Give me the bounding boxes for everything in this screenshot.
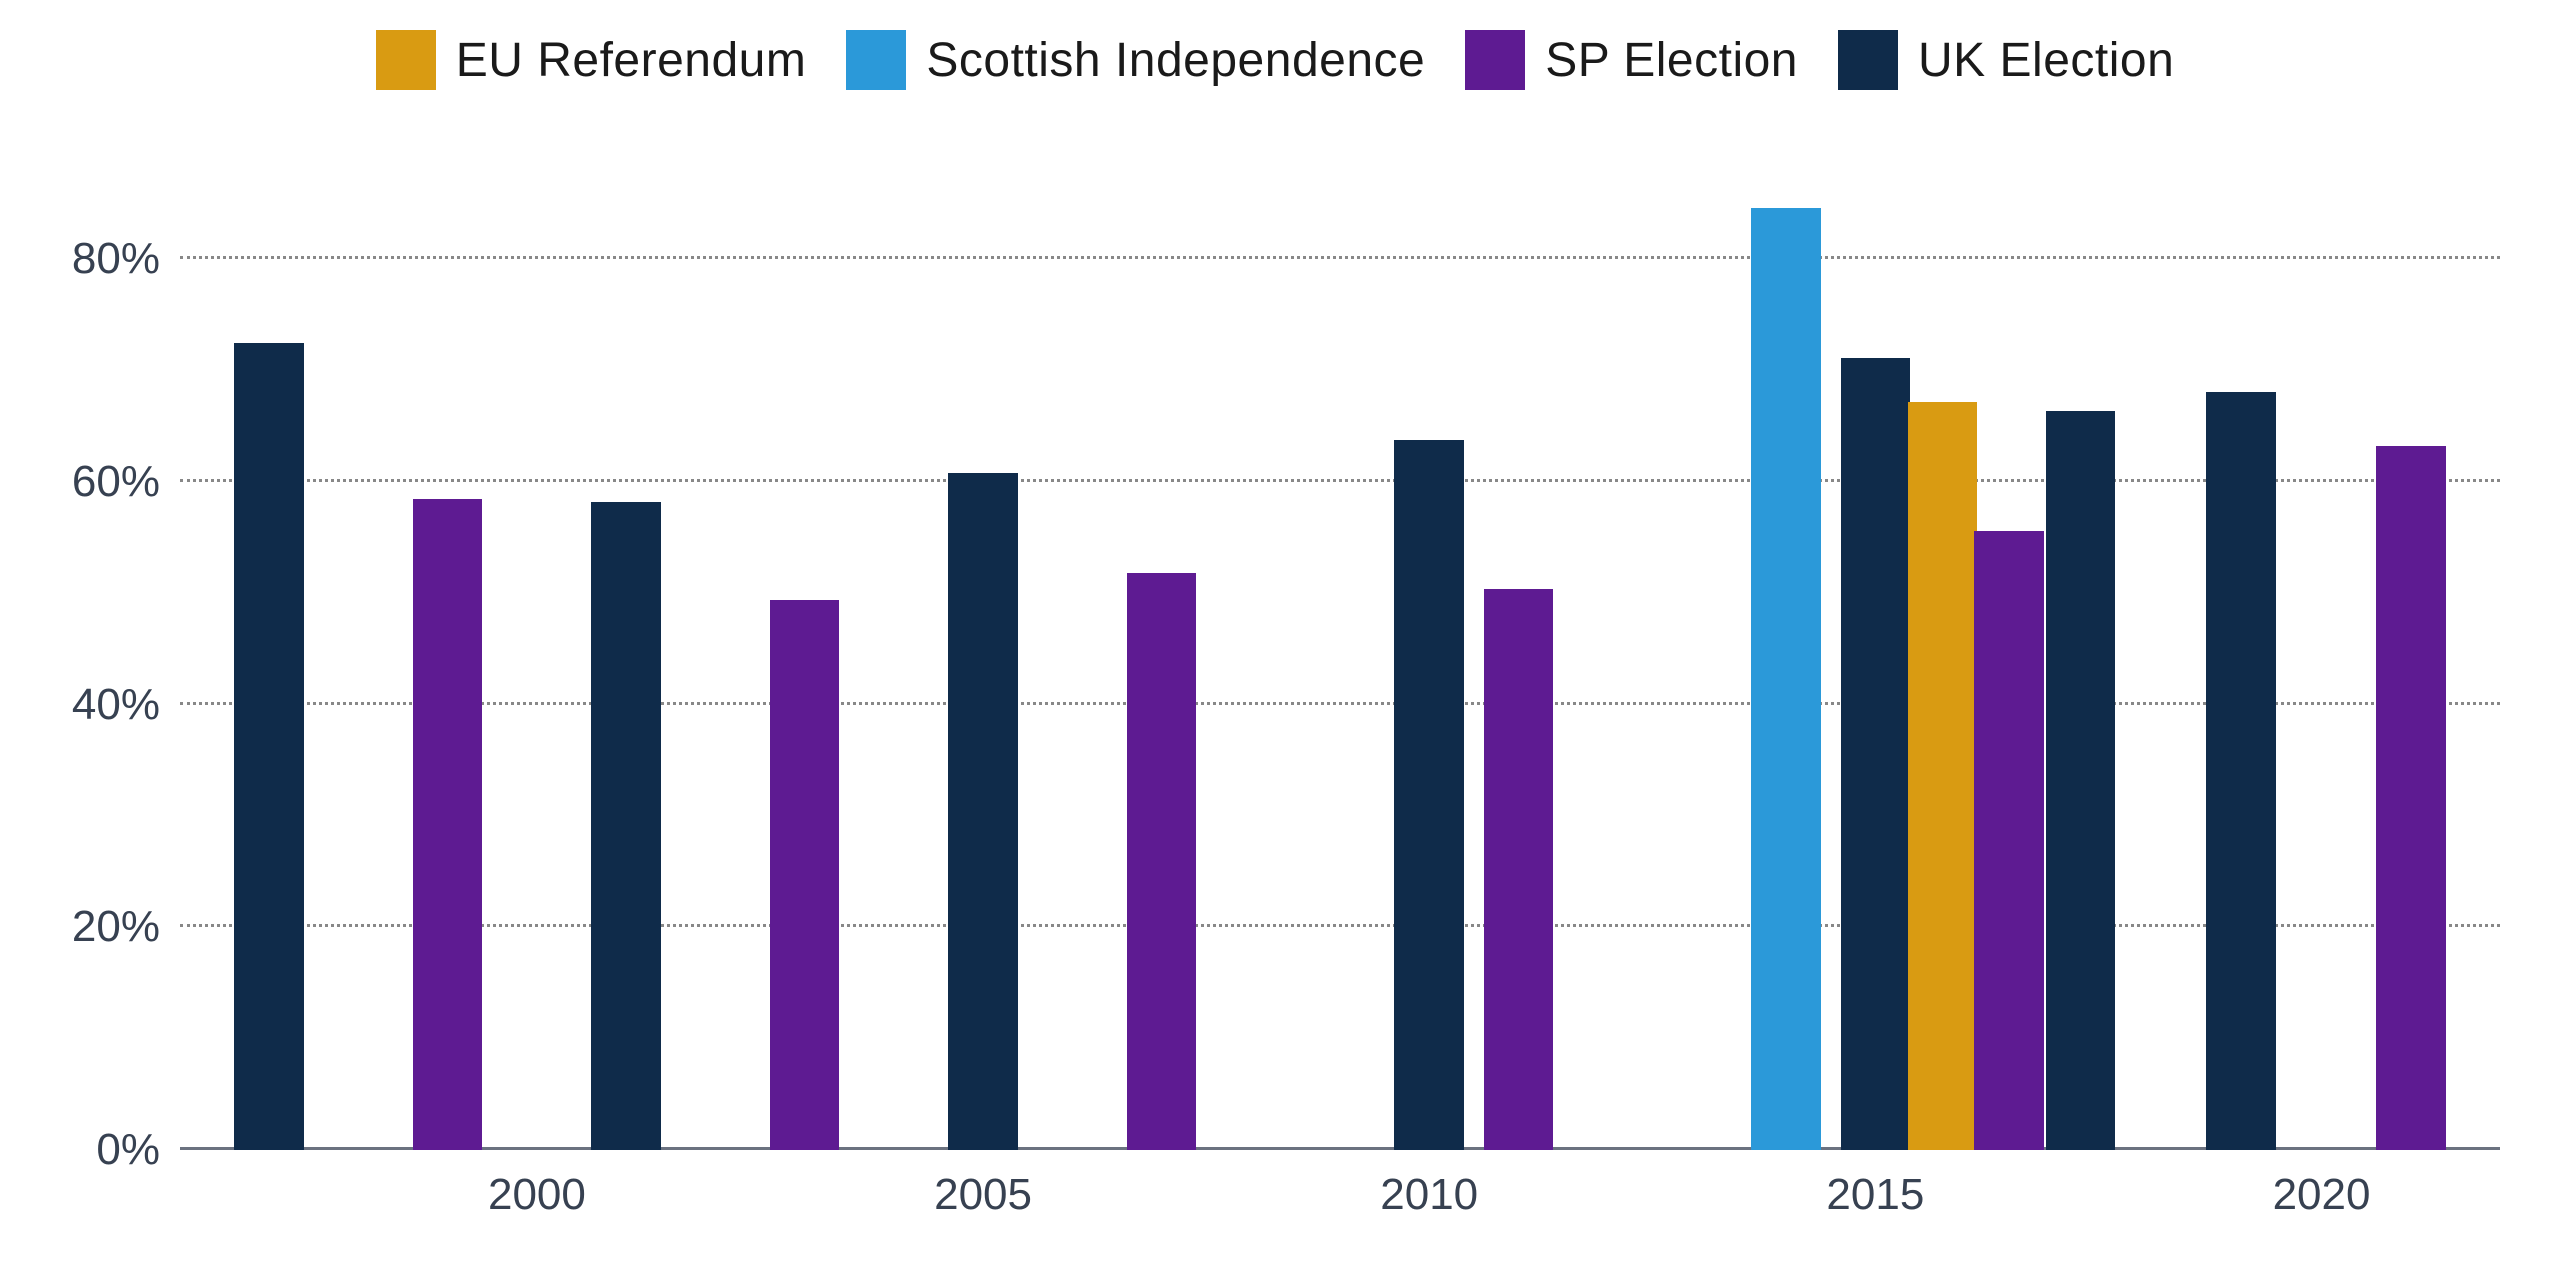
bar-uk_election [1394, 440, 1464, 1151]
legend-swatch [1465, 30, 1525, 90]
bar-sp_election [1484, 589, 1554, 1150]
bar-sp_election [413, 499, 483, 1150]
legend-swatch [846, 30, 906, 90]
y-axis-tick-label: 0% [20, 1125, 160, 1175]
bar-eu_referendum [1908, 402, 1978, 1150]
gridline [180, 924, 2500, 927]
bar-uk_election [234, 343, 304, 1150]
legend-item-uk-election: UK Election [1838, 30, 2174, 90]
chart-legend: EU Referendum Scottish Independence SP E… [0, 30, 2550, 90]
y-axis-tick-label: 40% [20, 680, 160, 730]
x-axis-tick-label: 2000 [488, 1170, 586, 1220]
gridline [180, 256, 2500, 259]
gridline [180, 702, 2500, 705]
bar-uk_election [2206, 392, 2276, 1150]
bar-sp_election [770, 600, 840, 1150]
bar-scottish_independence [1751, 208, 1821, 1150]
plot-area [180, 170, 2500, 1150]
legend-label: SP Election [1545, 33, 1798, 88]
x-axis-tick-label: 2020 [2273, 1170, 2371, 1220]
x-axis-tick-label: 2005 [934, 1170, 1032, 1220]
legend-label: UK Election [1918, 33, 2174, 88]
x-axis-tick-label: 2010 [1380, 1170, 1478, 1220]
legend-swatch [376, 30, 436, 90]
bar-sp_election [1127, 573, 1197, 1150]
bar-uk_election [2046, 411, 2116, 1150]
x-axis-tick-label: 2015 [1826, 1170, 1924, 1220]
bar-uk_election [948, 473, 1018, 1150]
legend-swatch [1838, 30, 1898, 90]
legend-item-eu-referendum: EU Referendum [376, 30, 807, 90]
legend-label: EU Referendum [456, 33, 807, 88]
bar-uk_election [591, 502, 661, 1150]
y-axis-tick-label: 20% [20, 902, 160, 952]
turnout-bar-chart: EU Referendum Scottish Independence SP E… [0, 0, 2550, 1275]
legend-item-scottish-independence: Scottish Independence [846, 30, 1425, 90]
bar-sp_election [1974, 531, 2044, 1150]
gridline [180, 479, 2500, 482]
y-axis-tick-label: 60% [20, 457, 160, 507]
legend-item-sp-election: SP Election [1465, 30, 1798, 90]
bar-sp_election [2376, 446, 2446, 1150]
y-axis-tick-label: 80% [20, 234, 160, 284]
x-axis-line [180, 1147, 2500, 1150]
legend-label: Scottish Independence [926, 33, 1425, 88]
bar-uk_election [1841, 358, 1911, 1150]
